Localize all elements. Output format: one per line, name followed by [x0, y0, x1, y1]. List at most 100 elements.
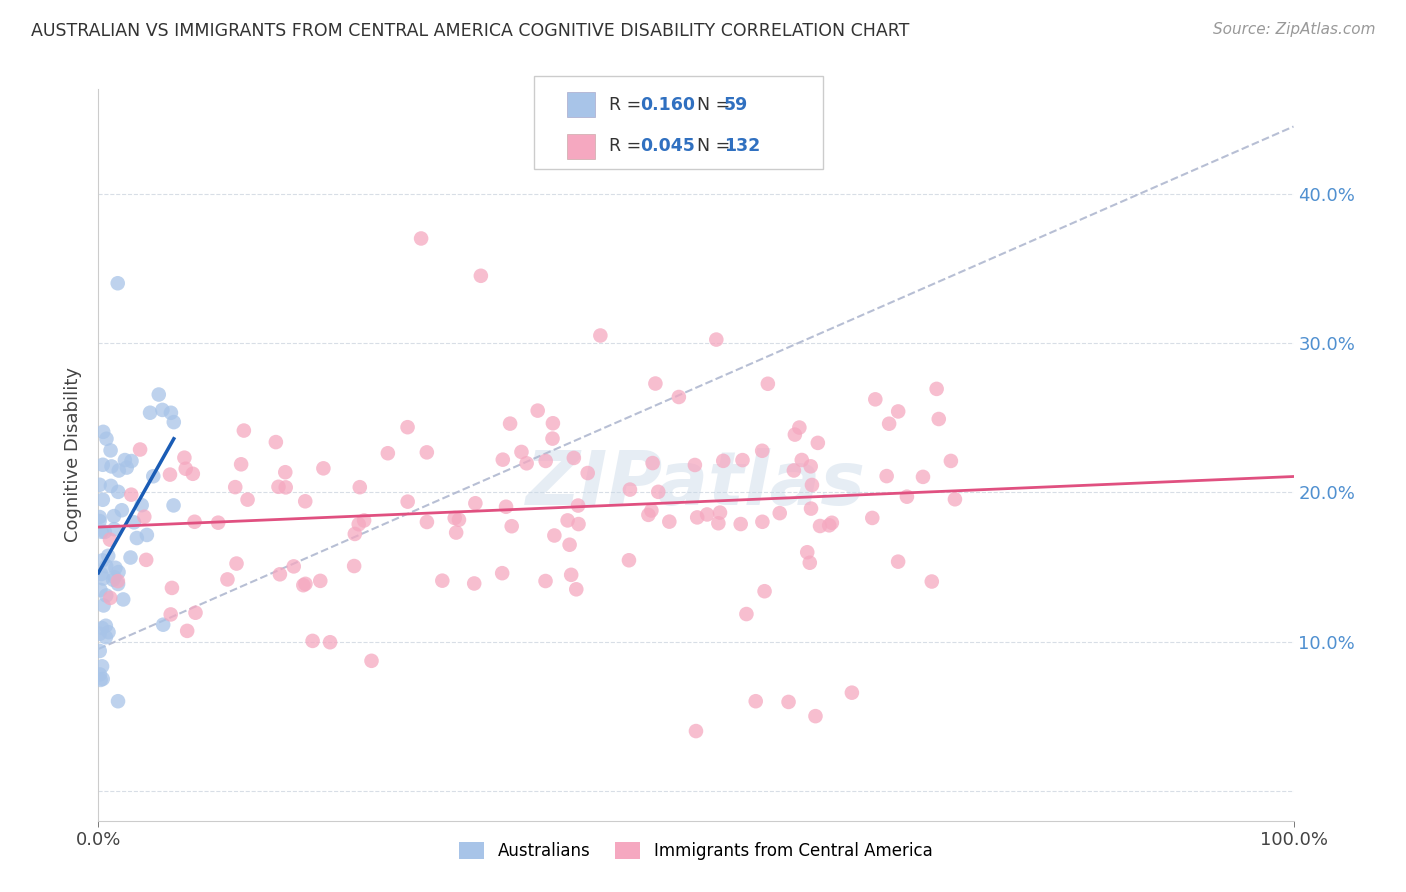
Point	[269, 567, 291, 582]
Point	[89, 510, 111, 524]
Point	[91, 458, 114, 472]
Point	[114, 453, 136, 467]
Point	[887, 404, 910, 418]
Point	[943, 492, 966, 507]
Point	[349, 480, 371, 494]
Point	[160, 581, 183, 595]
Point	[98, 591, 121, 605]
Point	[491, 566, 513, 581]
Point	[159, 607, 181, 622]
Point	[343, 527, 366, 541]
Point	[731, 453, 754, 467]
Point	[463, 576, 485, 591]
Legend: Australians, Immigrants from Central America: Australians, Immigrants from Central Ame…	[453, 836, 939, 867]
Point	[319, 635, 342, 649]
Point	[312, 461, 335, 475]
Point	[492, 452, 515, 467]
Point	[98, 533, 121, 547]
Point	[567, 517, 589, 532]
Point	[292, 578, 315, 592]
Point	[301, 633, 323, 648]
Text: 132: 132	[724, 137, 761, 155]
Point	[396, 420, 419, 434]
Point	[756, 376, 779, 391]
Point	[778, 695, 800, 709]
Point	[804, 709, 827, 723]
Point	[135, 553, 157, 567]
Point	[236, 492, 259, 507]
Point	[97, 625, 120, 640]
Point	[96, 589, 118, 603]
Point	[176, 624, 198, 638]
Point	[90, 673, 112, 687]
Point	[534, 574, 557, 588]
Point	[93, 599, 115, 613]
Point	[783, 463, 806, 477]
Point	[360, 654, 382, 668]
Point	[557, 513, 579, 527]
Point	[353, 513, 375, 527]
Point	[495, 500, 517, 514]
Point	[799, 556, 821, 570]
Point	[89, 582, 111, 597]
Point	[928, 412, 950, 426]
Point	[104, 561, 127, 575]
Point	[229, 458, 252, 472]
Point	[790, 453, 813, 467]
Point	[730, 516, 752, 531]
Point	[112, 592, 135, 607]
Point	[444, 525, 467, 540]
Point	[800, 501, 823, 516]
Point	[115, 460, 138, 475]
Point	[274, 480, 297, 494]
Point	[541, 432, 564, 446]
Point	[294, 577, 316, 591]
Point	[751, 443, 773, 458]
Point	[264, 435, 287, 450]
Point	[789, 420, 811, 434]
Point	[565, 582, 588, 597]
Point	[641, 456, 664, 470]
Point	[877, 417, 900, 431]
Point	[887, 555, 910, 569]
Point	[876, 469, 898, 483]
Point	[139, 406, 162, 420]
Point	[91, 621, 114, 635]
Point	[100, 459, 122, 474]
Point	[183, 515, 205, 529]
Point	[120, 550, 142, 565]
Point	[576, 466, 599, 480]
Point	[96, 432, 118, 446]
Point	[91, 571, 114, 585]
Point	[107, 574, 129, 588]
Text: N =: N =	[686, 95, 735, 114]
Point	[347, 517, 370, 532]
Text: R =: R =	[609, 95, 647, 114]
Point	[160, 406, 183, 420]
Point	[501, 519, 523, 533]
Point	[107, 577, 129, 591]
Point	[807, 436, 830, 450]
Point	[111, 503, 134, 517]
Point	[91, 672, 114, 686]
Point	[751, 515, 773, 529]
Point	[94, 524, 117, 539]
Point	[97, 549, 120, 563]
Text: AUSTRALIAN VS IMMIGRANTS FROM CENTRAL AMERICA COGNITIVE DISABILITY CORRELATION C: AUSTRALIAN VS IMMIGRANTS FROM CENTRAL AM…	[31, 22, 910, 40]
Point	[704, 333, 727, 347]
Point	[173, 450, 195, 465]
Point	[152, 617, 174, 632]
Point	[174, 461, 197, 475]
Point	[101, 573, 124, 587]
Point	[163, 415, 186, 429]
Point	[432, 574, 454, 588]
Point	[865, 392, 887, 407]
Point	[499, 417, 522, 431]
Point	[800, 478, 823, 492]
Point	[135, 528, 157, 542]
Point	[644, 376, 666, 391]
Point	[745, 694, 768, 708]
Point	[589, 328, 612, 343]
Point	[541, 417, 564, 431]
Point	[162, 499, 184, 513]
